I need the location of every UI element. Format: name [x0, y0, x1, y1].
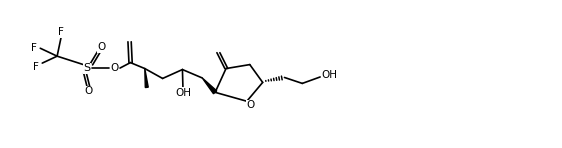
Text: OH: OH [321, 70, 337, 81]
Text: F: F [33, 62, 39, 72]
Text: O: O [111, 63, 119, 73]
Polygon shape [145, 69, 148, 87]
Polygon shape [202, 78, 217, 94]
Text: O: O [97, 42, 105, 52]
Text: O: O [84, 86, 92, 96]
Text: F: F [58, 27, 64, 37]
Text: O: O [246, 100, 255, 110]
Text: F: F [31, 43, 37, 53]
Text: OH: OH [175, 88, 191, 98]
Text: S: S [83, 63, 90, 73]
